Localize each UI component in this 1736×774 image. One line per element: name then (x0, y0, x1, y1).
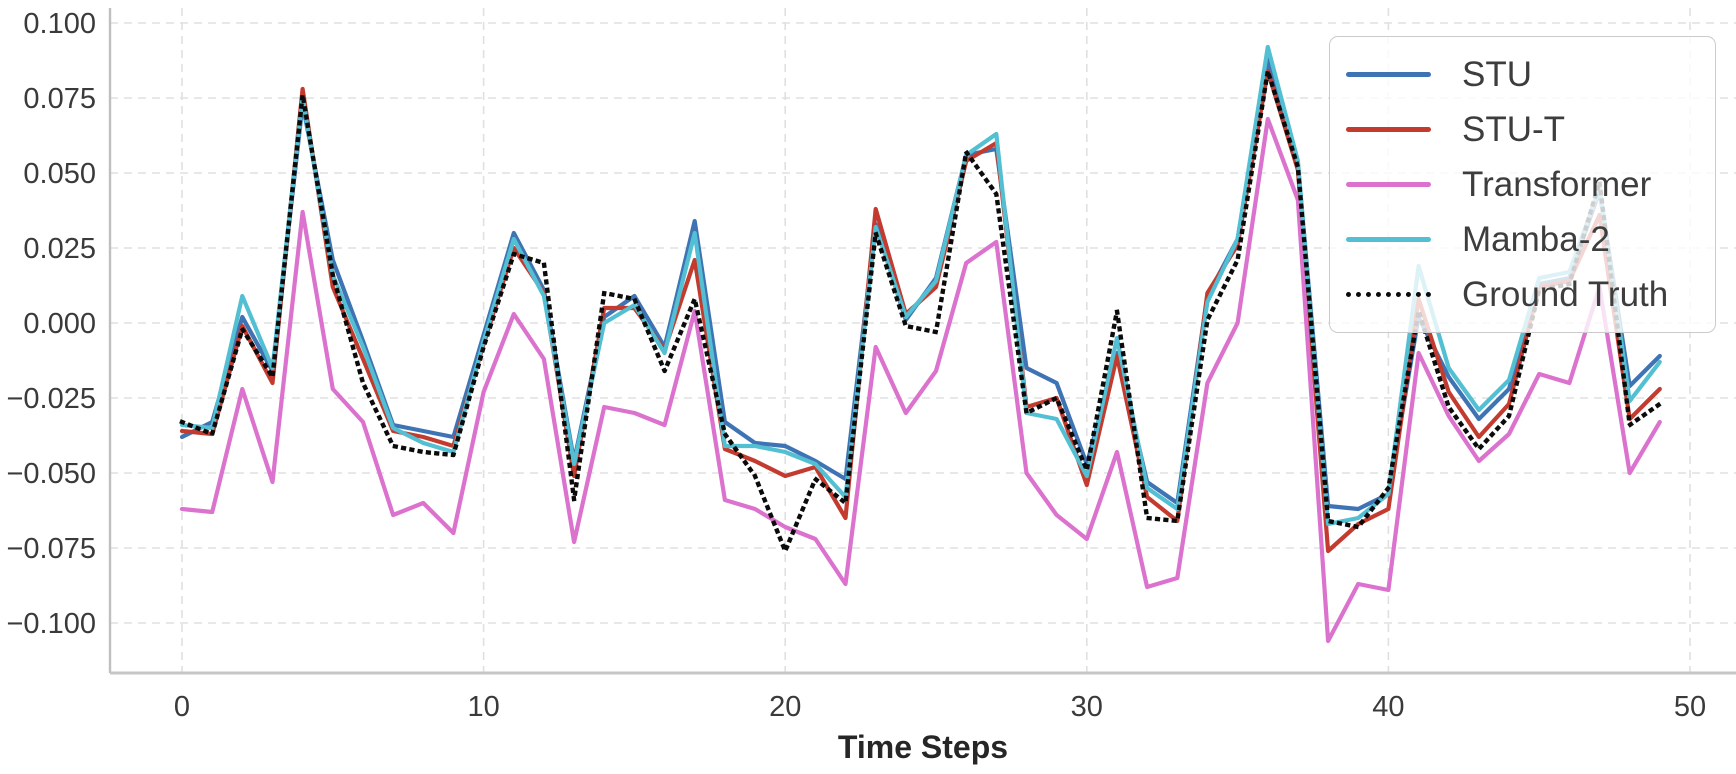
x-tick-label: 10 (467, 691, 499, 723)
x-tick-label: 40 (1372, 691, 1404, 723)
legend-line-icon (1346, 72, 1431, 77)
y-tick-label: 0.025 (23, 233, 96, 265)
legend-label: STU (1462, 55, 1532, 94)
legend-label: Transformer (1462, 165, 1652, 204)
legend-item-transformer: Transformer (1346, 165, 1715, 205)
x-axis-title: Time Steps (838, 729, 1008, 765)
y-tick-label: 0.100 (23, 8, 96, 40)
y-tick-label: −0.025 (6, 383, 96, 415)
y-tick-label: −0.100 (6, 608, 96, 640)
legend-item-ground-truth: Ground Truth (1346, 275, 1715, 315)
legend-line-icon (1346, 127, 1431, 132)
series-line-transformer (179, 116, 1662, 644)
y-tick-label: 0.075 (23, 83, 96, 115)
x-tick-label: 20 (769, 691, 801, 723)
legend-label: Mamba-2 (1462, 220, 1610, 259)
y-tick-label: −0.050 (6, 458, 96, 490)
legend-label: Ground Truth (1462, 275, 1669, 314)
x-tick-label: 0 (174, 691, 190, 723)
x-tick-label: 30 (1071, 691, 1103, 723)
legend-line-icon (1346, 182, 1431, 187)
legend-label: STU-T (1462, 110, 1566, 149)
y-tick-label: −0.075 (6, 533, 96, 565)
series-line-ground-truth (179, 68, 1663, 554)
legend-line-icon (1346, 237, 1431, 242)
legend-item-stu-t: STU-T (1346, 110, 1715, 150)
y-tick-label: 0.050 (23, 158, 96, 190)
x-tick-label: 50 (1674, 691, 1706, 723)
legend-item-stu: STU (1346, 55, 1715, 95)
legend-box: STU STU-T Transformer Mamba-2 Ground Truth (1329, 36, 1716, 333)
legend-dotted-line-icon (1346, 292, 1431, 297)
legend-item-mamba-2: Mamba-2 (1346, 220, 1715, 260)
y-tick-label: 0.000 (23, 308, 96, 340)
